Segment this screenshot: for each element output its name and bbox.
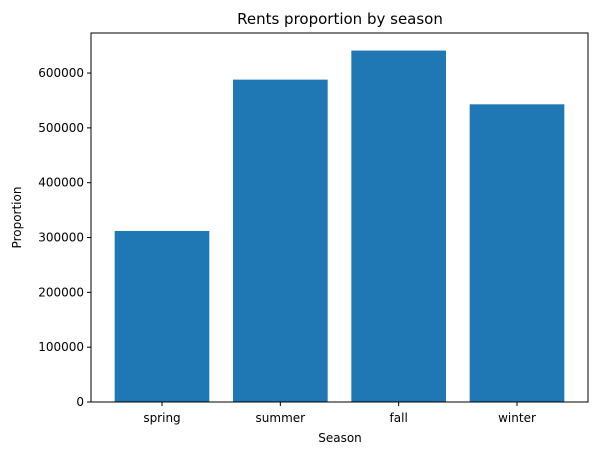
y-tick-label-200000: 200000 bbox=[38, 285, 84, 299]
y-tick-label-0: 0 bbox=[76, 395, 84, 409]
y-tick-label-500000: 500000 bbox=[38, 121, 84, 135]
bar-fall bbox=[351, 50, 446, 402]
y-tick-label-100000: 100000 bbox=[38, 340, 84, 354]
y-tick-label-300000: 300000 bbox=[38, 231, 84, 245]
bars-group bbox=[114, 50, 565, 402]
plot-frame bbox=[90, 32, 589, 403]
y-axis-label: Proportion bbox=[10, 187, 24, 249]
x-tick-label-fall: fall bbox=[390, 411, 408, 425]
x-tick-label-spring: spring bbox=[143, 411, 180, 425]
bar-summer bbox=[233, 79, 328, 402]
y-tick-label-600000: 600000 bbox=[38, 66, 84, 80]
x-tick-label-summer: summer bbox=[256, 411, 306, 425]
y-axis: 0 100000 200000 300000 400000 500000 600000 bbox=[38, 66, 91, 409]
x-axis: spring summer fall winter bbox=[143, 402, 536, 425]
bar-spring bbox=[114, 230, 210, 402]
y-tick-label-400000: 400000 bbox=[38, 176, 84, 190]
x-tick-label-winter: winter bbox=[498, 411, 536, 425]
x-axis-label: Season bbox=[318, 431, 362, 445]
bar-winter bbox=[469, 104, 565, 402]
chart-title: Rents proportion by season bbox=[237, 10, 443, 28]
